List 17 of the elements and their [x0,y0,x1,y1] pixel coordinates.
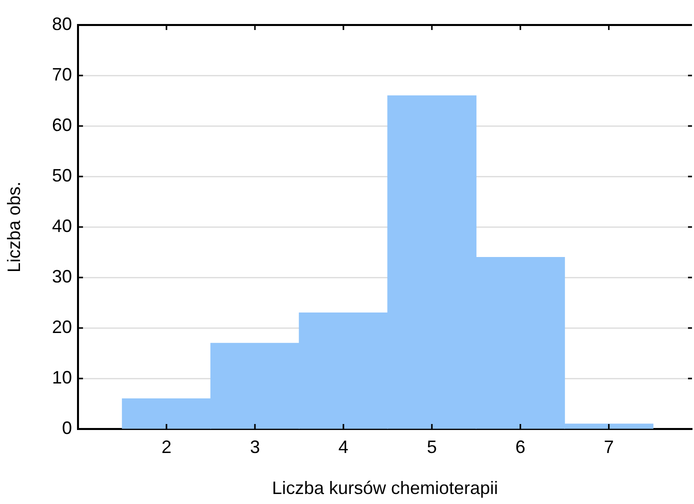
x-axis-title: Liczba kursów chemioterapii [272,478,498,498]
y-tick-label: 60 [52,114,72,135]
x-tick-label: 2 [161,436,172,457]
y-tick-label: 40 [52,216,72,236]
y-tick-label: 20 [52,316,72,337]
x-tick-label: 5 [426,436,437,457]
y-tick-label: 30 [52,266,72,286]
y-tick-label: 0 [62,418,72,438]
y-axis-title: Liczba obs. [4,181,24,273]
x-tick-label: 4 [338,436,348,457]
x-tick-label: 7 [604,436,614,457]
x-tick-label: 6 [515,436,526,457]
y-tick-label: 50 [52,165,72,186]
y-tick-label: 10 [52,367,72,388]
y-tick-label: 80 [52,14,72,34]
x-tick-label: 3 [250,436,260,457]
y-tick-label: 70 [52,64,72,84]
